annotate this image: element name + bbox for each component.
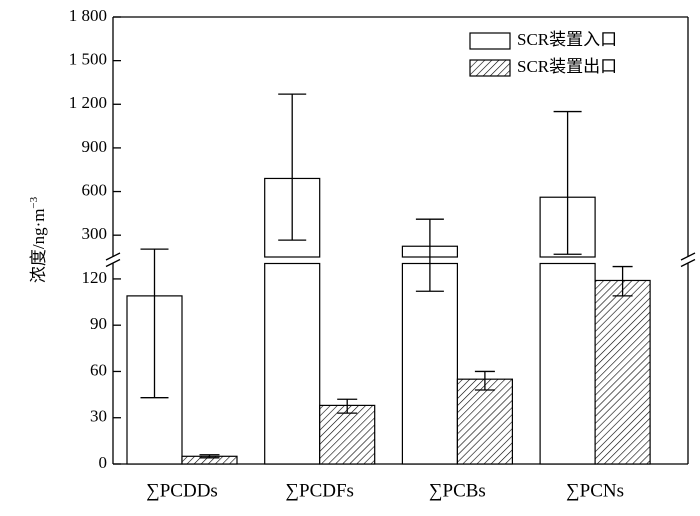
- bar: [264, 262, 321, 465]
- bar: [319, 404, 376, 465]
- y-tick-label: 900: [82, 137, 108, 156]
- bar: [401, 262, 458, 465]
- legend-swatch: [469, 32, 511, 50]
- legend-label: SCR装置入口: [517, 30, 617, 49]
- bar: [456, 378, 513, 465]
- x-tick-label: ∑PCNs: [566, 480, 624, 501]
- bar: [594, 279, 651, 465]
- x-tick-label: ∑PCDDs: [146, 480, 218, 501]
- y-tick-label: 300: [82, 224, 108, 243]
- y-tick-label: 1 200: [69, 93, 107, 112]
- y-tick-label: 60: [90, 360, 107, 379]
- y-tick-label: 1 800: [69, 6, 107, 25]
- axis-break: [105, 258, 121, 268]
- axis-break: [105, 252, 121, 261]
- y-tick-label: 1 500: [69, 50, 107, 69]
- y-axis-label: 浓度/ng·m−3: [28, 196, 48, 283]
- y-tick-label: 30: [90, 407, 107, 426]
- bar: [539, 262, 596, 465]
- y-tick-label: 90: [90, 314, 107, 333]
- y-tick-label: 0: [99, 453, 108, 472]
- y-tick-label: 600: [82, 180, 108, 199]
- axis-break: [680, 258, 696, 268]
- legend-label: SCR装置出口: [517, 57, 617, 76]
- legend-swatch: [469, 59, 511, 77]
- y-tick-label: 120: [82, 268, 108, 287]
- x-tick-label: ∑PCDFs: [285, 480, 353, 501]
- x-tick-label: ∑PCBs: [429, 480, 486, 501]
- axis-break: [680, 252, 696, 261]
